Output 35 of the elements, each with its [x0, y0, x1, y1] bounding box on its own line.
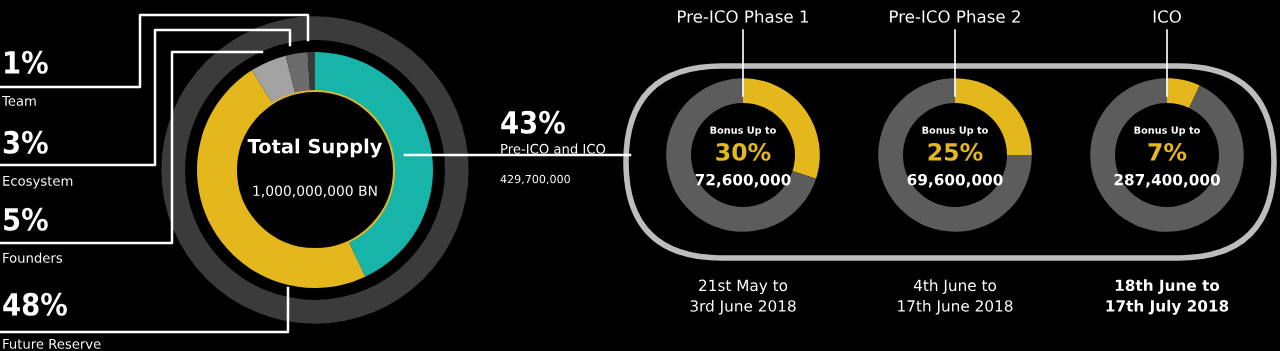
text: 18th June to 17th July 2018 [1106, 279, 1229, 315]
text: Total Supply [247, 138, 383, 158]
chart-title: ICO [1153, 10, 1181, 23]
text: 4th June to 17th June 2018 [898, 279, 1013, 315]
data-label: 30% [716, 142, 771, 161]
chart-title: Pre-ICO Phase 2 [890, 9, 1020, 23]
data-label: 43% [501, 110, 565, 134]
data-label: 3% [3, 130, 48, 154]
donut-slice [1167, 78, 1200, 108]
donut-slice [878, 78, 1032, 232]
text: Bonus Up to [922, 126, 988, 136]
donut-slice [1090, 78, 1244, 232]
text: Bonus Up to [710, 126, 776, 136]
text: 287,400,000 [1114, 173, 1220, 188]
data-label: 25% [928, 142, 983, 161]
text: 72,600,000 [695, 173, 791, 188]
text: 69,600,000 [907, 173, 1003, 188]
slice-label: Founders [3, 252, 63, 263]
text: 429,700,000 [500, 174, 570, 185]
data-label: 7% [1148, 142, 1187, 161]
text: Bonus Up to [1134, 126, 1200, 136]
chart-title: Pre-ICO Phase 1 [678, 9, 809, 23]
data-label: 1% [5, 50, 48, 74]
slice-label: Team [1, 96, 36, 106]
donut-slice [307, 52, 315, 92]
slice-label: Pre-ICO and ICO [501, 143, 606, 154]
data-label: 5% [4, 207, 48, 231]
donut-slice [251, 55, 296, 104]
donut-slice [285, 52, 311, 94]
slice-label: Ecosystem [3, 176, 73, 189]
data-label: 48% [3, 292, 67, 316]
donut-slice [666, 78, 817, 232]
slice-label: Future Reserve [3, 339, 101, 349]
text: 1,000,000,000 BN [253, 185, 377, 198]
text: 21st May to 3rd June 2018 [690, 279, 796, 315]
